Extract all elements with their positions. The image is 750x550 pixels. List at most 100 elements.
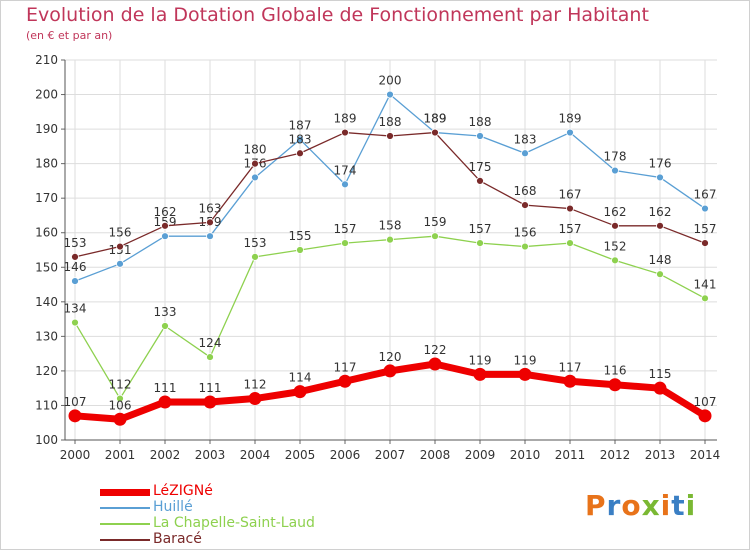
data-label: 153 (244, 236, 267, 250)
data-point (566, 239, 574, 247)
data-label: 180 (244, 143, 267, 157)
data-label: 114 (289, 371, 312, 385)
data-point (476, 132, 484, 140)
data-point (161, 232, 169, 241)
data-point (386, 90, 394, 99)
data-point (251, 159, 259, 168)
data-label: 183 (514, 132, 537, 146)
data-point (206, 353, 214, 361)
x-tick-label: 2002 (150, 448, 181, 462)
data-label: 119 (514, 353, 537, 367)
data-label: 183 (289, 132, 312, 146)
logo-letter: r (606, 489, 622, 522)
data-label: 189 (334, 112, 357, 126)
data-point (158, 395, 172, 409)
data-point (518, 367, 532, 381)
data-point (566, 204, 574, 213)
data-point (248, 392, 262, 406)
x-tick-label: 2006 (330, 448, 361, 462)
data-label: 120 (379, 350, 402, 364)
data-point (521, 201, 529, 209)
logo-letter: P (585, 489, 607, 522)
data-label: 157 (694, 222, 717, 236)
data-point (431, 128, 439, 137)
legend-label: Baracé (153, 531, 202, 547)
data-point (521, 242, 529, 251)
data-label: 148 (649, 253, 672, 267)
y-tick-label: 210 (35, 53, 58, 67)
logo-letter: t (671, 489, 686, 522)
data-label: 153 (64, 236, 87, 250)
data-point (656, 173, 664, 182)
x-tick-label: 2014 (690, 448, 721, 462)
data-point (698, 409, 712, 423)
data-label: 162 (604, 205, 627, 219)
data-label: 163 (199, 201, 222, 215)
data-point (611, 256, 619, 265)
data-label: 107 (694, 395, 717, 409)
y-tick-label: 140 (35, 295, 58, 309)
data-point (206, 218, 214, 227)
data-label: 176 (649, 156, 672, 170)
data-point (293, 385, 307, 399)
data-label: 162 (649, 205, 672, 219)
data-label: 187 (289, 118, 312, 132)
data-point (563, 374, 577, 388)
data-point (338, 374, 352, 388)
data-point (476, 239, 484, 247)
y-tick-label: 150 (35, 260, 58, 274)
data-point (116, 259, 124, 268)
data-point (431, 232, 439, 241)
data-point (206, 232, 214, 241)
x-tick-label: 2010 (510, 448, 541, 462)
x-tick-label: 2000 (60, 448, 91, 462)
data-point (608, 378, 622, 392)
data-point (473, 367, 487, 381)
data-label: 189 (424, 112, 447, 126)
data-point (116, 394, 124, 403)
data-label: 157 (469, 222, 492, 236)
legend-swatch (100, 523, 150, 525)
data-label: 178 (604, 150, 627, 164)
data-point (386, 235, 394, 244)
x-tick-label: 2004 (240, 448, 271, 462)
data-label: 168 (514, 184, 537, 198)
data-point (296, 246, 304, 254)
y-tick-label: 110 (35, 398, 58, 412)
data-label: 162 (154, 205, 177, 219)
data-label: 111 (154, 381, 177, 395)
data-point (341, 128, 349, 137)
data-point (653, 381, 667, 395)
data-label: 134 (64, 302, 87, 316)
data-label: 117 (559, 360, 582, 374)
data-label: 189 (559, 112, 582, 126)
x-tick-label: 2008 (420, 448, 451, 462)
data-point (68, 409, 82, 423)
data-point (341, 180, 349, 189)
logo-letter: i (685, 489, 697, 522)
data-label: 119 (469, 353, 492, 367)
x-tick-label: 2001 (105, 448, 136, 462)
data-point (161, 322, 169, 330)
data-label: 152 (604, 239, 627, 253)
x-tick-label: 2005 (285, 448, 316, 462)
data-label: 155 (289, 229, 312, 243)
logo-letter: o (621, 489, 642, 522)
data-point (71, 318, 79, 327)
legend-label: Huillé (153, 499, 193, 515)
data-label: 116 (604, 364, 627, 378)
data-point (251, 253, 259, 261)
x-tick-label: 2009 (465, 448, 496, 462)
data-point (476, 177, 484, 185)
x-tick-label: 2012 (600, 448, 631, 462)
data-label: 133 (154, 305, 177, 319)
legend-swatch (100, 507, 150, 509)
y-tick-label: 180 (35, 157, 58, 171)
data-label: 174 (334, 163, 357, 177)
data-label: 175 (469, 160, 492, 174)
data-point (296, 135, 304, 144)
data-label: 189 (424, 112, 447, 126)
data-point (701, 204, 709, 213)
data-label: 167 (559, 188, 582, 202)
data-point (341, 239, 349, 247)
